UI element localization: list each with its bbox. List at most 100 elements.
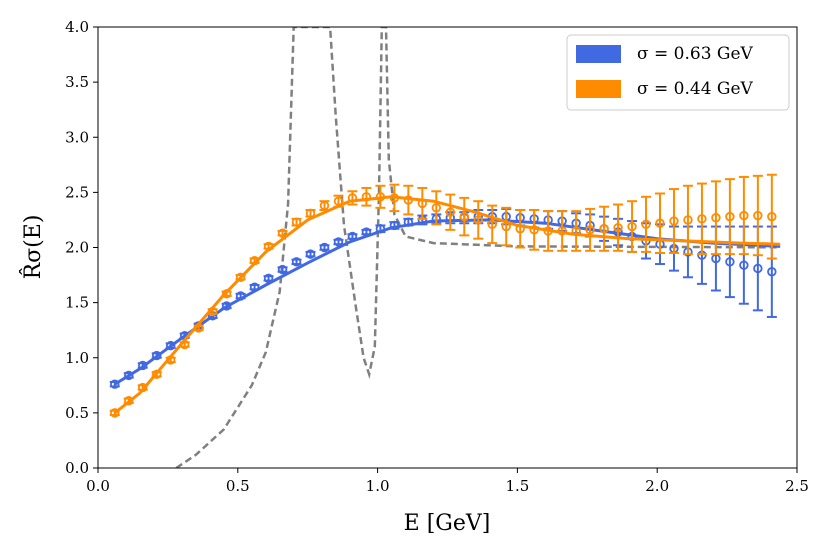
errorbar-series-2 (668, 188, 679, 255)
data-point-series-2 (333, 196, 344, 206)
data-point-series-2 (165, 355, 176, 365)
data-point-series-2 (585, 225, 595, 235)
x-tick-label: 2.0 (645, 477, 669, 495)
data-point-series-1 (725, 257, 735, 267)
x-tick-label: 0.0 (86, 477, 110, 495)
errorbar-series-2 (529, 209, 540, 251)
data-point-series-2 (110, 408, 120, 418)
errorbar-series-2 (682, 184, 693, 256)
data-point-series-2 (459, 211, 469, 222)
data-point-series-2 (179, 339, 190, 350)
data-point-series-1 (347, 231, 358, 242)
data-point-series-2 (487, 219, 497, 230)
errorbar-series-2 (501, 206, 512, 247)
legend-swatch-blue (576, 45, 621, 63)
errorbar-series-2 (752, 174, 763, 257)
data-point-series-2 (473, 215, 483, 225)
data-point-series-2 (249, 256, 260, 266)
errorbar-series-2 (473, 200, 484, 240)
data-point-series-2 (739, 210, 749, 221)
errorbar-series-2 (417, 186, 428, 220)
data-point-series-2 (152, 369, 162, 379)
data-point-series-2 (263, 241, 274, 252)
data-point-series-1 (375, 224, 386, 234)
data-point-series-2 (753, 210, 763, 221)
data-point-series-2 (641, 219, 651, 230)
errorbar-series-2 (696, 182, 707, 256)
legend: σ = 0.63 GeV σ = 0.44 GeV (566, 34, 790, 111)
data-point-series-2 (543, 226, 553, 236)
data-point-series-2 (683, 215, 693, 225)
y-tick-label: 4.0 (65, 18, 89, 36)
data-point-series-2 (515, 224, 525, 234)
data-point-series-1 (263, 273, 274, 284)
data-point-series-1 (235, 291, 246, 301)
data-point-series-1 (333, 237, 344, 247)
errorbar-series-2 (557, 210, 568, 252)
errorbar-series-2 (710, 180, 721, 256)
errorbar-series-2 (613, 203, 624, 252)
data-point-series-2 (347, 193, 358, 203)
data-point-series-2 (445, 207, 455, 217)
data-point-series-2 (193, 323, 204, 333)
errorbar-series-2 (403, 184, 414, 216)
data-point-series-1 (403, 217, 414, 227)
y-tick-label: 1.0 (65, 349, 89, 367)
data-point-series-1 (110, 379, 120, 389)
data-point-series-1 (221, 301, 232, 311)
data-point-series-2 (417, 198, 428, 209)
data-point-series-2 (235, 272, 246, 282)
data-point-series-2 (138, 382, 148, 393)
data-point-series-1 (319, 242, 330, 253)
data-point-series-2 (319, 200, 330, 211)
reference-curve (175, 27, 781, 468)
data-point-series-1 (249, 282, 260, 292)
errorbar-series-2 (627, 200, 638, 253)
errorbar-series-2 (571, 210, 582, 252)
errorbar-series-2 (515, 209, 526, 249)
data-point-series-2 (207, 306, 218, 317)
data-point-series-1 (138, 360, 148, 371)
legend-label-series-2: σ = 0.44 GeV (637, 79, 754, 99)
errorbar-series-2 (445, 193, 456, 231)
data-point-series-2 (725, 211, 735, 222)
data-point-series-2 (627, 221, 637, 232)
data-point-series-2 (277, 228, 288, 238)
errorbar-series-2 (738, 175, 749, 256)
data-point-series-2 (669, 216, 679, 226)
data-point-series-2 (389, 193, 400, 203)
data-point-series-2 (697, 214, 707, 224)
data-point-series-1 (361, 227, 372, 237)
errorbar-series-2 (389, 183, 400, 213)
data-point-series-2 (767, 211, 777, 222)
data-point-series-2 (613, 222, 623, 233)
errorbar-series-2 (724, 178, 735, 256)
data-point-series-1 (739, 260, 749, 270)
data-point-series-1 (753, 263, 763, 274)
data-point-series-1 (767, 267, 777, 277)
errorbar-series-2 (487, 204, 498, 245)
data-point-series-1 (124, 370, 134, 381)
data-point-series-1 (165, 340, 176, 351)
y-axis-label: R̂σ(E) (20, 215, 46, 280)
legend-swatch-orange (576, 80, 621, 98)
data-point-series-2 (655, 218, 665, 228)
data-point-series-2 (571, 226, 581, 236)
errorbar-series-2 (599, 205, 610, 252)
errorbar-series-2 (641, 195, 652, 253)
series-2 (109, 173, 781, 418)
data-point-series-1 (277, 264, 288, 275)
y-tick-label: 0.5 (65, 404, 89, 422)
x-tick-label: 1.5 (505, 477, 529, 495)
errorbar-series-2 (361, 186, 372, 207)
errorbar-series-2 (543, 210, 554, 252)
data-point-series-2 (431, 203, 442, 213)
errorbar-series-2 (459, 196, 470, 237)
y-tick-label: 1.5 (65, 294, 89, 312)
errorbar-series-2 (375, 184, 386, 209)
data-point-series-2 (599, 224, 609, 234)
data-point-series-2 (501, 221, 511, 232)
data-point-series-2 (403, 195, 414, 205)
y-tick-label: 0.0 (65, 459, 89, 477)
